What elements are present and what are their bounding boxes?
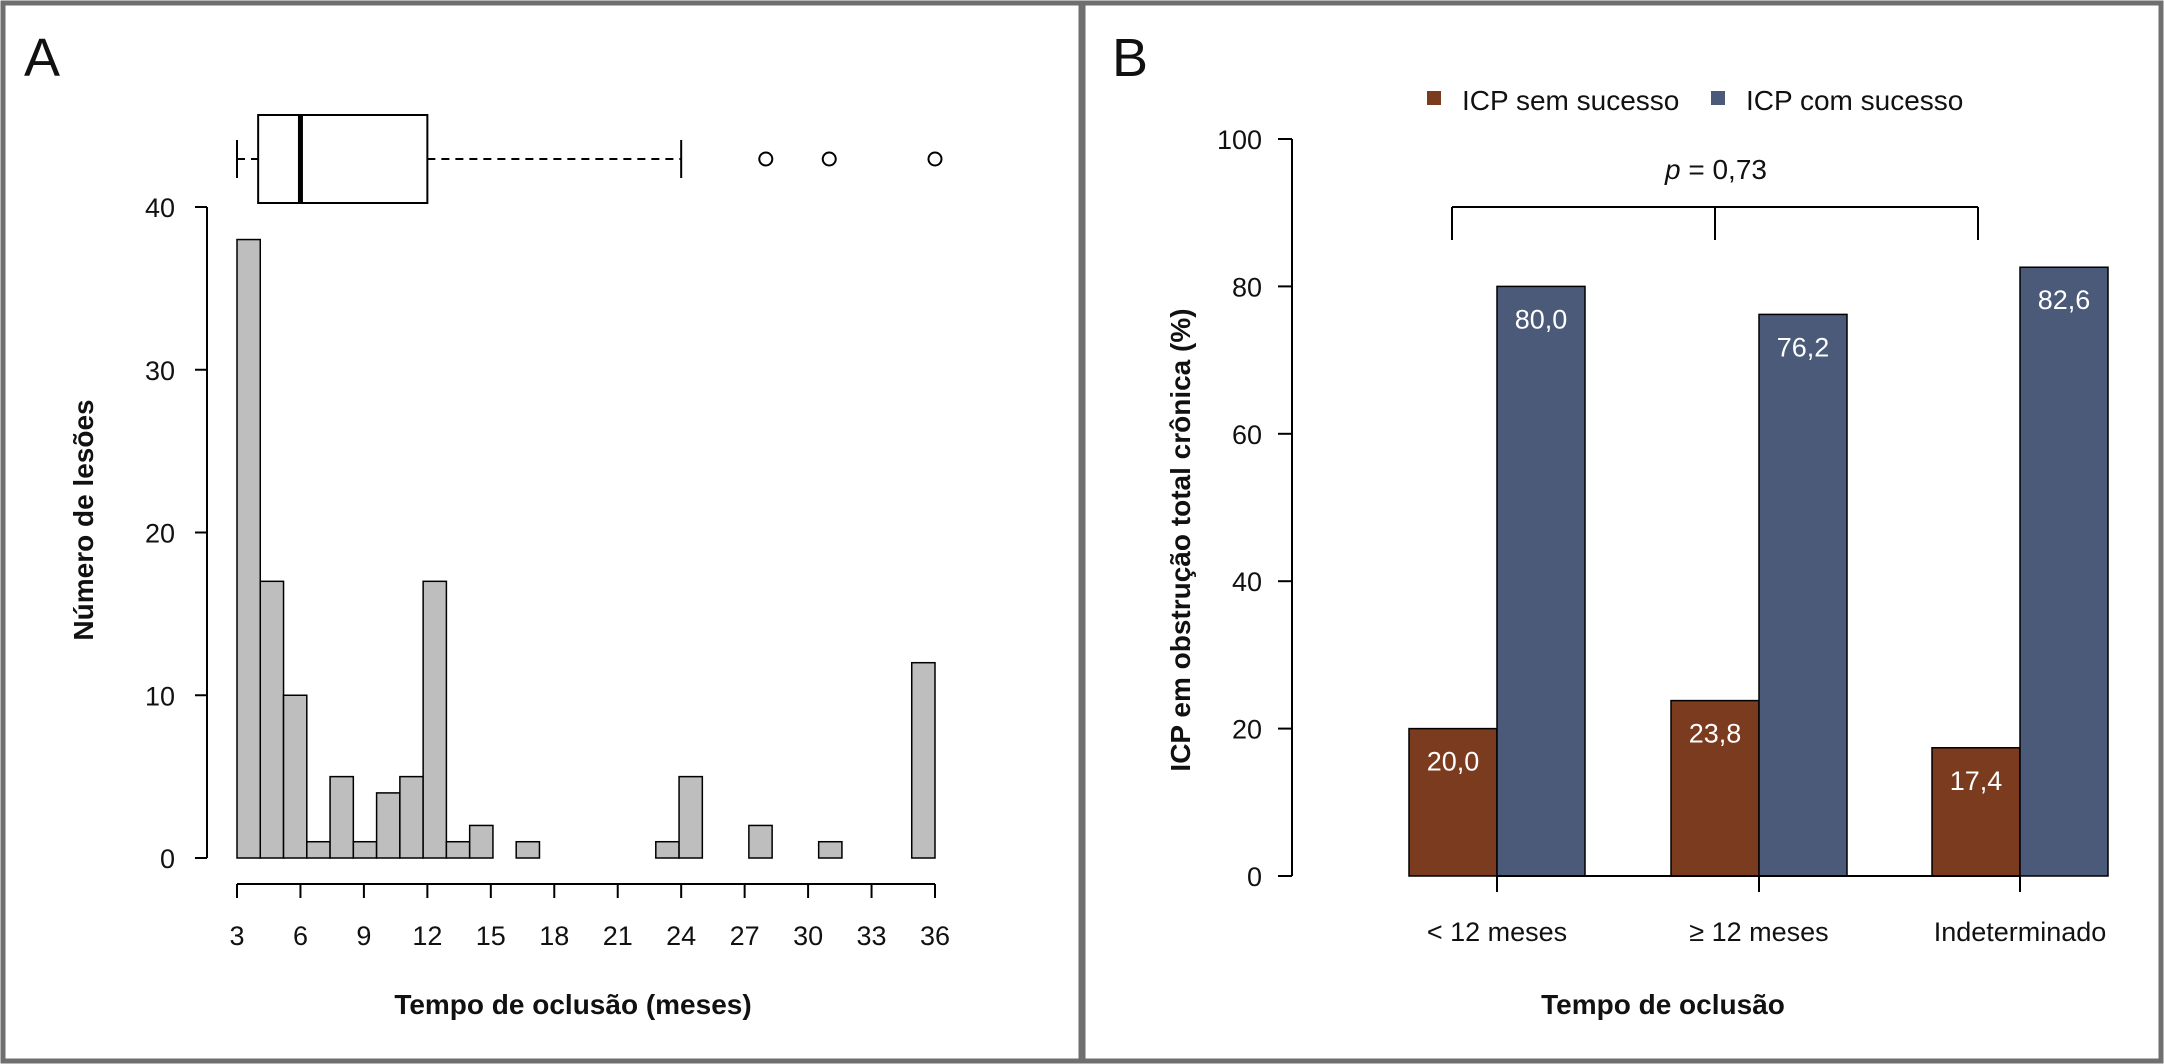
- grouped-bar: [1931, 747, 2021, 877]
- panel-a-x-tick-label: 3: [229, 921, 244, 951]
- p-value-symbol: p: [1664, 154, 1681, 185]
- panel-a-x-tick-label: 21: [603, 921, 633, 951]
- histogram-bar: [655, 840, 680, 859]
- panel-b-legend: ICP sem sucesso ICP com sucesso: [1427, 85, 1963, 116]
- panel-b-y-tick-label: 80: [1232, 272, 1262, 302]
- panel-b-x-axis-title: Tempo de oclusão: [1541, 989, 1785, 1020]
- boxplot-outlier: [927, 151, 943, 167]
- boxplot-outlier: [758, 151, 774, 167]
- histogram-bar: [817, 840, 843, 859]
- panel-b-y-tick-label: 20: [1232, 715, 1262, 745]
- histogram-bar: [282, 694, 308, 859]
- histogram-bar: [748, 824, 773, 859]
- panel-a-x-tick-label: 9: [356, 921, 371, 951]
- bar-value-label: 20,0: [1427, 747, 1480, 777]
- histogram-bar: [306, 840, 331, 859]
- panel-a-x-tick-label: 18: [539, 921, 569, 951]
- legend-label-sem-sucesso: ICP sem sucesso: [1462, 85, 1679, 116]
- panel-b-letter: B: [1112, 28, 1148, 88]
- histogram-bar: [236, 238, 262, 859]
- panel-a-x-tick-label: 24: [666, 921, 696, 951]
- panel-b-x-tick-label: < 12 meses: [1427, 917, 1567, 947]
- panel-a-y-tick-label: 30: [145, 356, 175, 386]
- panel-a-y-tick-label: 10: [145, 681, 175, 711]
- legend-swatch-com-sucesso: [1711, 91, 1725, 105]
- grouped-bar: [2019, 266, 2109, 877]
- grouped-bar: [1408, 727, 1498, 877]
- bar-value-label: 17,4: [1950, 766, 2003, 796]
- panel-a-letter: A: [24, 28, 60, 88]
- histogram-bar: [259, 580, 285, 859]
- panel-a-x-tick-label: 12: [412, 921, 442, 951]
- histogram-bar: [515, 840, 541, 859]
- panel-b-frame: [1080, 0, 2164, 1064]
- panel-b-plot: 20,0 80,0 < 12 meses 23,8 76,2 ≥ 12 meses 17,4…: [1217, 125, 2109, 947]
- panel-a-y-axis-title: Número de lesões: [68, 399, 99, 640]
- histogram-bar: [445, 840, 471, 859]
- legend-swatch-sem-sucesso: [1427, 91, 1441, 105]
- panel-b-x-tick-label: ≥ 12 meses: [1689, 917, 1828, 947]
- legend-label-com-sucesso: ICP com sucesso: [1746, 85, 1963, 116]
- panel-b-y-tick-label: 0: [1247, 862, 1262, 892]
- panel-b-y-tick-label: 100: [1217, 125, 1262, 155]
- bar-value-label: 82,6: [2038, 285, 2091, 315]
- boxplot-outlier: [821, 151, 837, 167]
- bar-value-label: 23,8: [1689, 719, 1742, 749]
- histogram-bar: [910, 661, 936, 859]
- bar-value-label: 80,0: [1515, 304, 1568, 334]
- histogram-bar: [678, 775, 704, 859]
- histogram-bar: [352, 840, 378, 859]
- panel-a-x-tick-label: 30: [793, 921, 823, 951]
- histogram-bar: [422, 580, 448, 859]
- panel-a-x-tick-label: 15: [476, 921, 506, 951]
- panel-a-x-tick-label: 6: [293, 921, 308, 951]
- panel-b-y-axis-title: ICP em obstrução total crônica (%): [1165, 308, 1196, 771]
- histogram-bar: [329, 775, 355, 859]
- panel-a-x-tick-label: 27: [730, 921, 760, 951]
- panel-a-y-tick-label: 40: [145, 193, 175, 223]
- panel-a-y-tick-label: 0: [160, 844, 175, 874]
- grouped-bar: [1496, 285, 1586, 877]
- p-value-annotation: p = 0,73: [1664, 154, 1767, 185]
- panel-a-x-axis-title: Tempo de oclusão (meses): [394, 989, 751, 1020]
- p-value-text: = 0,73: [1681, 154, 1767, 185]
- bar-value-label: 76,2: [1777, 332, 1830, 362]
- histogram-bar: [399, 775, 424, 859]
- grouped-bar: [1758, 313, 1848, 877]
- histogram-bar: [468, 824, 494, 859]
- panel-a-x-tick-label: 36: [920, 921, 950, 951]
- panel-a-x-tick-label: 33: [857, 921, 887, 951]
- panel-a-y-tick-label: 20: [145, 519, 175, 549]
- histogram-bar: [375, 792, 401, 859]
- boxplot-box: [257, 114, 429, 204]
- panel-b-x-tick-label: Indeterminado: [1934, 917, 2107, 947]
- panel-b-y-tick-label: 40: [1232, 567, 1262, 597]
- panel-b-y-tick-label: 60: [1232, 420, 1262, 450]
